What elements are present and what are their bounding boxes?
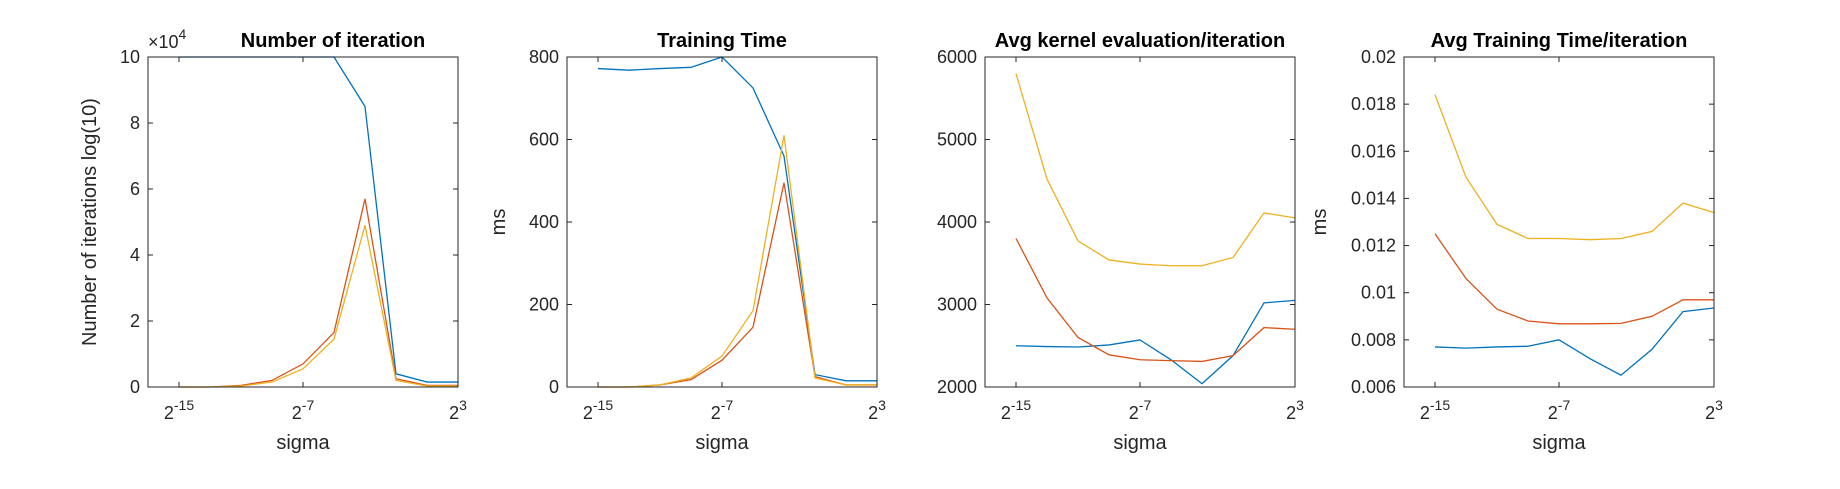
x-tick-label: 23 xyxy=(868,397,886,423)
series-line-3 xyxy=(1434,94,1715,241)
y-tick-label: 0 xyxy=(549,377,559,397)
axes-box xyxy=(147,56,459,388)
y-tick-label: 0.006 xyxy=(1351,377,1396,397)
panel-title: Avg Training Time/iteration xyxy=(1431,30,1688,52)
x-tick-label: 2-15 xyxy=(1001,397,1031,423)
y-tick-label: 8 xyxy=(130,113,140,133)
y-tick-label: 800 xyxy=(529,47,559,67)
y-tick-label: 0.016 xyxy=(1351,141,1396,161)
series-line-1 xyxy=(1434,307,1715,376)
series-line-2 xyxy=(1434,233,1714,325)
y-tick-label: 4 xyxy=(130,245,140,265)
panel-title: Avg kernel evaluation/iteration xyxy=(995,30,1285,52)
x-tick-label: 2-7 xyxy=(1129,397,1152,423)
series-line-2 xyxy=(1015,238,1296,363)
series-line-3 xyxy=(1015,73,1296,267)
y-tick-label: 3000 xyxy=(937,295,977,315)
y-tick-label: 2000 xyxy=(937,377,977,397)
y-tick-label: 0.014 xyxy=(1351,188,1396,208)
series-line-1 xyxy=(1015,299,1296,385)
x-tick-label: 2-15 xyxy=(583,397,613,423)
y-tick-label: 0.02 xyxy=(1361,47,1396,67)
y-tick-label: 6 xyxy=(130,179,140,199)
x-axis-label: sigma xyxy=(1113,432,1167,454)
panel-3: 2000 3000 4000 5000 6000 2-15 2-7 23 Avg kernel … xyxy=(937,30,1304,454)
x-tick-label: 23 xyxy=(1286,397,1304,423)
y-tick-label: 200 xyxy=(529,295,559,315)
axes-frame xyxy=(566,56,878,388)
x-tick-label: 2-7 xyxy=(1548,397,1571,423)
x-tick-label: 23 xyxy=(1705,397,1723,423)
y-tick-label: 6000 xyxy=(937,47,977,67)
y-tick-label: 4000 xyxy=(937,212,977,232)
y-tick-label: 10 xyxy=(120,47,140,67)
axes-box xyxy=(984,56,1296,388)
axes-box xyxy=(1403,56,1715,388)
series-line-3 xyxy=(598,135,877,388)
y-tick-label: 2 xyxy=(130,311,140,331)
y-exponent-label: ×104 xyxy=(148,26,187,52)
x-axis-label: sigma xyxy=(276,432,330,454)
axes-frame xyxy=(984,56,1296,388)
axes-frame xyxy=(1403,56,1715,388)
x-tick-label: 2-7 xyxy=(292,397,315,423)
x-tick-label: 2-7 xyxy=(711,397,734,423)
y-tick-label: 5000 xyxy=(937,130,977,150)
panel-1: 0 2 4 6 8 10 2-15 2-7 23 Number of iteration sigma… xyxy=(79,26,467,454)
panel-4: 0.006 0.008 0.01 0.012 0.014 0.016 0.018 0.02 2-… xyxy=(1309,30,1723,454)
x-tick-label: 23 xyxy=(449,397,467,423)
x-tick-label: 2-15 xyxy=(1420,397,1450,423)
axes-frame xyxy=(147,56,459,388)
x-axis-label: sigma xyxy=(695,432,749,454)
y-axis-label: ms xyxy=(488,209,510,236)
series-line-1 xyxy=(597,56,877,382)
x-tick-label: 2-15 xyxy=(164,397,194,423)
y-axis-label: ms xyxy=(1309,209,1331,236)
panel-title: Training Time xyxy=(657,30,787,52)
y-tick-label: 600 xyxy=(529,130,559,150)
y-axis-label: Number of iterations log(10) xyxy=(79,98,101,346)
y-tick-label: 400 xyxy=(529,212,559,232)
y-tick-label: 0 xyxy=(130,377,140,397)
y-tick-label: 0.012 xyxy=(1351,236,1396,256)
y-tick-label: 0.008 xyxy=(1351,330,1396,350)
y-tick-label: 0.018 xyxy=(1351,94,1396,114)
panel-2: 0 200 400 600 800 2-15 2-7 23 Training Time sigma… xyxy=(488,30,886,454)
y-tick-label: 0.01 xyxy=(1361,283,1396,303)
x-axis-label: sigma xyxy=(1532,432,1586,454)
axes-box xyxy=(566,56,878,388)
panel-title: Number of iteration xyxy=(241,30,425,52)
